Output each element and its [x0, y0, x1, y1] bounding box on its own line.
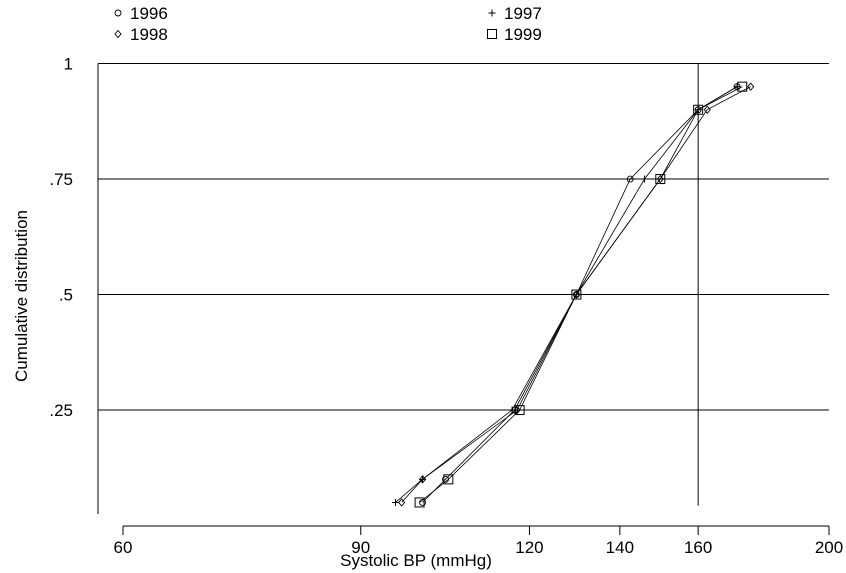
series-layer — [392, 81, 755, 508]
y-tick-label: .25 — [49, 401, 73, 420]
data-point — [514, 405, 525, 416]
data-point — [392, 498, 400, 506]
legend-item-1998: 1998 — [114, 25, 168, 44]
x-tick-label: 200 — [815, 538, 843, 557]
legend-marker — [114, 29, 122, 39]
data-point — [419, 499, 426, 506]
data-point — [703, 105, 711, 114]
legend-label: 1998 — [130, 25, 168, 44]
legend-item-1999: 1999 — [487, 25, 542, 44]
data-point — [655, 174, 666, 185]
legend: 1996 1998 1997 1999 — [114, 4, 542, 44]
legend-label: 1999 — [504, 25, 542, 44]
y-tick-label: 1 — [64, 55, 73, 74]
data-point — [398, 498, 406, 507]
legend-marker — [487, 29, 497, 39]
y-tick-label: .75 — [49, 170, 73, 189]
y-axis-label: Cumulative distribution — [12, 210, 31, 382]
data-point — [571, 289, 582, 300]
data-point — [626, 175, 634, 183]
data-point — [737, 81, 748, 92]
legend-label: 1996 — [130, 4, 168, 23]
legend-item-1997: 1997 — [488, 4, 542, 23]
x-tick-label: 120 — [515, 538, 543, 557]
x-tick-label: 140 — [606, 538, 634, 557]
legend-marker — [488, 9, 496, 17]
data-point — [418, 475, 427, 484]
legend-item-1996: 1996 — [114, 4, 168, 23]
x-tick-label: 160 — [684, 538, 712, 557]
x-axis-label: Systolic BP (mmHg) — [340, 551, 492, 570]
x-tick-label: 60 — [114, 538, 133, 557]
data-point — [640, 175, 648, 183]
series-line — [419, 86, 743, 503]
data-point — [656, 174, 664, 184]
data-point — [747, 82, 755, 91]
legend-marker — [114, 9, 122, 17]
grid-lines — [123, 63, 829, 411]
data-point — [443, 474, 454, 485]
series-1999 — [414, 81, 748, 508]
legend-label: 1997 — [504, 4, 542, 23]
x-tick-label: 90 — [351, 538, 370, 557]
y-tick-label: .5 — [59, 286, 73, 305]
data-point — [572, 290, 580, 299]
data-point — [414, 497, 425, 508]
data-point — [693, 104, 704, 115]
